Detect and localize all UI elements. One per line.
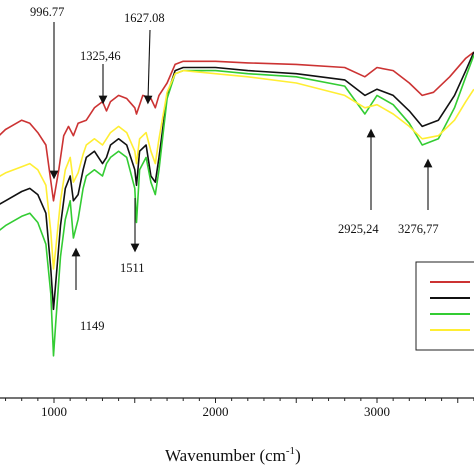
- x-axis: 1000 2000 3000: [0, 397, 474, 419]
- series-line-1: [0, 51, 474, 202]
- legend: [415, 261, 474, 351]
- annotation-layer: 996.77 1325,46 1627.08 1511 1149 2925,24 3276,…: [30, 5, 439, 333]
- annotation-label: 1511: [120, 261, 145, 275]
- annotation-label: 1627.08: [124, 11, 165, 25]
- annotation-label: 1325,46: [80, 49, 121, 63]
- series-layer: [0, 51, 474, 357]
- annotation-label: 1149: [80, 319, 105, 333]
- series-line-2: [0, 51, 474, 311]
- annotation-arrow: [143, 29, 153, 105]
- annotation-label: 996.77: [30, 5, 64, 19]
- annotation-label: 3276,77: [398, 222, 439, 236]
- series-line-4: [0, 69, 474, 270]
- legend-box: [415, 261, 474, 351]
- x-axis-label-tail: ): [295, 446, 301, 465]
- annotation-label: 2925,24: [338, 222, 379, 236]
- x-axis-label: Wavenumber (cm-1): [165, 445, 301, 465]
- x-axis-label-superscript: -1: [286, 445, 295, 457]
- x-tick-label: 2000: [203, 404, 229, 419]
- x-tick-label: 3000: [364, 404, 390, 419]
- x-tick-label: 1000: [41, 404, 67, 419]
- series-line-3: [0, 54, 474, 357]
